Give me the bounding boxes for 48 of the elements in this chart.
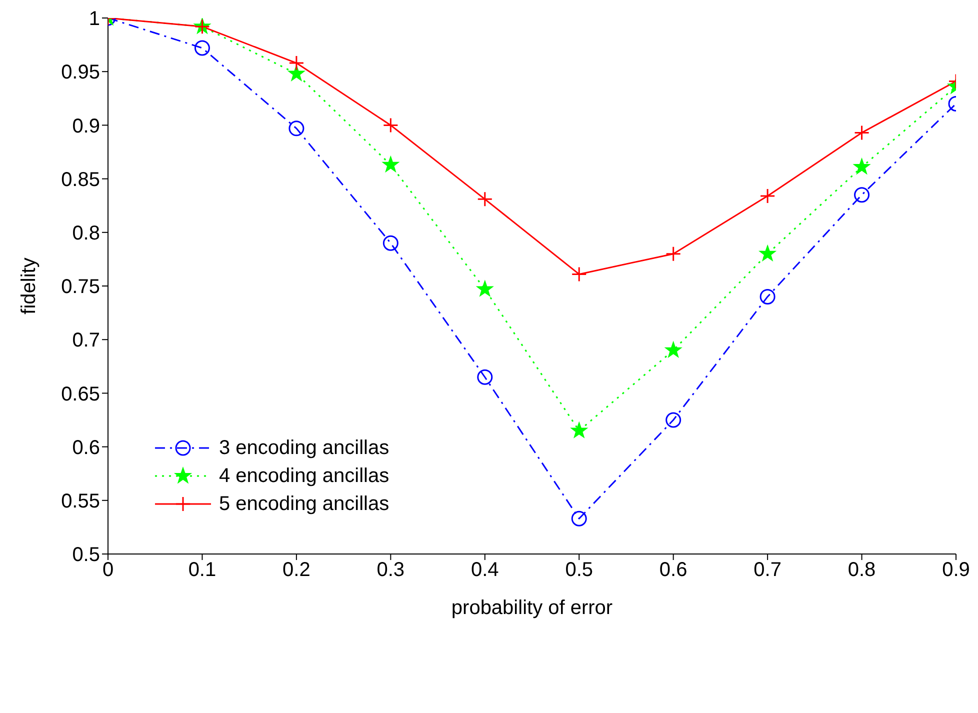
point	[571, 266, 587, 282]
legend-label: 4 encoding ancillas	[219, 464, 390, 488]
y-tick-label: 0.7	[72, 330, 100, 352]
y-tick-label: 0.75	[61, 276, 100, 298]
point	[382, 156, 399, 172]
point	[194, 40, 210, 56]
point	[666, 246, 682, 262]
x-tick-label: 0.2	[282, 559, 310, 582]
point	[477, 191, 493, 207]
y-tick-label: 0.5	[72, 544, 100, 566]
point	[571, 422, 588, 438]
point	[759, 245, 776, 261]
x-tick-label: 0.1	[188, 559, 216, 582]
point	[666, 412, 682, 428]
y-tick-label: 1	[88, 8, 100, 30]
point	[382, 117, 398, 133]
x-tick-label: 0	[102, 559, 114, 582]
legend-label: 5 encoding ancillas	[219, 492, 390, 516]
point	[854, 187, 870, 203]
point	[571, 510, 587, 526]
x-tick-label: 0.8	[848, 559, 876, 582]
point	[854, 158, 870, 174]
point	[477, 369, 493, 385]
y-tick-label: 0.8	[72, 222, 100, 244]
y-tick-label: 0.85	[61, 168, 100, 191]
y-tick-label: 0.55	[61, 490, 100, 512]
y-tick-label: 0.6	[72, 436, 100, 459]
point	[382, 235, 398, 251]
x-axis-title: probability of error	[451, 597, 613, 619]
legend-label: 3 encoding ancillas	[219, 436, 390, 460]
point	[288, 55, 304, 71]
x-tick-label: 0.3	[376, 559, 405, 582]
point	[665, 342, 682, 358]
point	[288, 65, 305, 81]
point	[476, 280, 493, 296]
point	[288, 120, 304, 136]
y-axis-title: fidelity	[18, 258, 40, 314]
point	[760, 288, 776, 304]
y-tick-label: 0.65	[61, 383, 100, 406]
point	[760, 188, 776, 204]
x-tick-label: 0.7	[754, 559, 782, 582]
x-tick-label: 0.4	[470, 559, 499, 582]
y-tick-label: 0.95	[61, 62, 100, 84]
point	[854, 124, 870, 140]
y-tick-label: 0.9	[72, 115, 100, 138]
x-tick-label: 0.6	[659, 559, 688, 582]
x-tick-label: 0.9	[942, 559, 970, 582]
x-tick-label: 0.5	[565, 559, 594, 582]
